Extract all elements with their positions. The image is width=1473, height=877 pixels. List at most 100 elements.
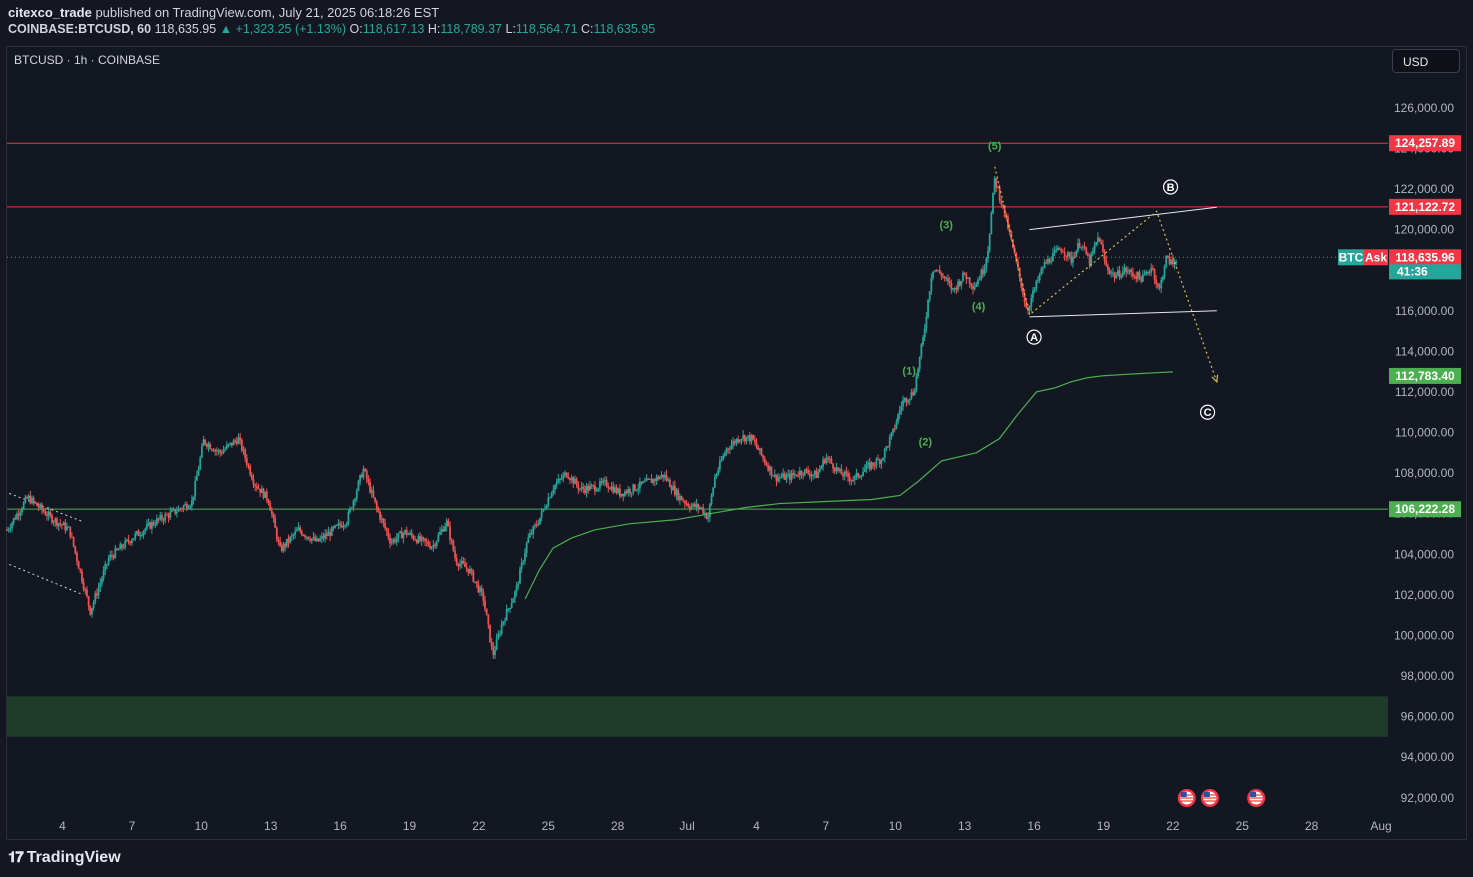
candle-body <box>1122 271 1124 277</box>
countdown-label: 41:36 <box>1397 264 1428 278</box>
candle-body <box>643 481 646 483</box>
candle-body <box>344 525 347 527</box>
candle-body <box>915 376 918 391</box>
currency-button[interactable]: USD <box>1392 49 1460 73</box>
candle-body <box>677 489 680 500</box>
low-label: L: <box>505 22 516 36</box>
candle-body <box>257 488 260 490</box>
candle-body <box>24 497 27 503</box>
candle-body <box>977 279 979 285</box>
candle-body <box>890 432 893 438</box>
candle-body <box>136 531 138 534</box>
candle-body <box>182 505 185 510</box>
candle-body <box>973 286 976 290</box>
candle-body <box>287 538 290 543</box>
candle-body <box>667 479 670 481</box>
candle-body <box>935 270 938 272</box>
candle-body <box>26 497 28 499</box>
candle-body <box>395 538 398 542</box>
candle-body <box>920 344 923 357</box>
candle-body <box>1146 271 1149 273</box>
candle-body <box>790 472 793 480</box>
candle-body <box>289 536 292 543</box>
candle-body <box>71 536 73 538</box>
candle-body <box>880 459 883 465</box>
candle-body <box>968 277 971 284</box>
candle-body <box>160 515 163 520</box>
wave-label: (1) <box>902 366 916 378</box>
candle-body <box>72 536 75 547</box>
candle-body <box>847 472 849 478</box>
y-tick-label: 98,000.00 <box>1401 669 1455 683</box>
candle-body <box>154 524 157 526</box>
candle-body <box>1155 279 1158 284</box>
candle-body <box>207 444 210 447</box>
candle-body <box>817 471 820 478</box>
candle-body <box>572 477 575 484</box>
price-tags: 124,257.89 121,122.72 106,222.28 112,783.40… <box>1338 135 1461 518</box>
candle-body <box>234 440 237 442</box>
candle-body <box>723 453 726 456</box>
author-name[interactable]: citexco_trade <box>8 5 92 20</box>
candle-body <box>404 529 406 534</box>
channel-line[interactable] <box>1029 310 1217 318</box>
candle-body <box>131 540 133 544</box>
candle-body <box>325 534 328 536</box>
candle-body <box>415 539 418 543</box>
candle-body <box>359 474 361 481</box>
countdown-tag <box>1389 264 1461 280</box>
candle-body <box>933 270 936 272</box>
candle-body <box>1115 275 1118 279</box>
candle-body <box>414 539 416 541</box>
candle-body <box>11 522 13 529</box>
candle-body <box>92 602 95 609</box>
candle-body <box>832 463 835 469</box>
candle-body <box>1077 243 1079 251</box>
ask-tag <box>1364 249 1388 266</box>
candle-body <box>394 539 396 542</box>
flag-canton <box>1203 792 1210 797</box>
channel-line[interactable] <box>1029 206 1217 231</box>
candle-body <box>315 538 318 541</box>
candle-body <box>174 508 177 514</box>
candle-body <box>875 459 878 466</box>
tradingview-logo[interactable]: 𝟏𝟕 TradingView <box>8 849 121 867</box>
candle-body <box>632 484 635 493</box>
x-tick-label: Aug <box>1370 819 1391 833</box>
candle-body <box>1161 276 1164 281</box>
candle-body <box>585 485 588 493</box>
candle-body <box>517 583 520 585</box>
candle-body <box>600 481 603 483</box>
trend-line[interactable] <box>9 492 84 523</box>
candle-body <box>282 543 285 551</box>
candle-body <box>460 560 463 564</box>
candle-body <box>217 450 220 452</box>
candle-body <box>232 440 235 446</box>
candle-body <box>524 553 526 562</box>
candle-body <box>627 489 630 494</box>
candle-body <box>345 523 348 526</box>
ma-tag <box>1389 367 1461 384</box>
candle-body <box>1117 270 1119 276</box>
candle-body <box>329 531 332 536</box>
candle-body <box>62 522 65 526</box>
symbol-tag-label: BTC <box>1339 250 1364 264</box>
candle-body <box>693 503 696 508</box>
candle-body <box>897 414 899 423</box>
channel-lines <box>1029 206 1217 318</box>
open-value: 118,617.13 <box>362 22 425 36</box>
candle-body <box>399 531 401 534</box>
candle-body <box>59 523 62 525</box>
candle-body <box>722 455 725 461</box>
candle-body <box>772 475 775 477</box>
candle-body <box>1175 261 1178 263</box>
y-tick-label: 112,000.00 <box>1395 385 1454 399</box>
candle-body <box>972 286 974 290</box>
candle-body <box>27 495 30 499</box>
trend-line[interactable] <box>9 563 84 596</box>
high-value: 118,789.37 <box>440 22 502 36</box>
candle-body <box>902 400 904 407</box>
candle-body <box>1055 249 1058 251</box>
candle-body <box>204 439 207 444</box>
